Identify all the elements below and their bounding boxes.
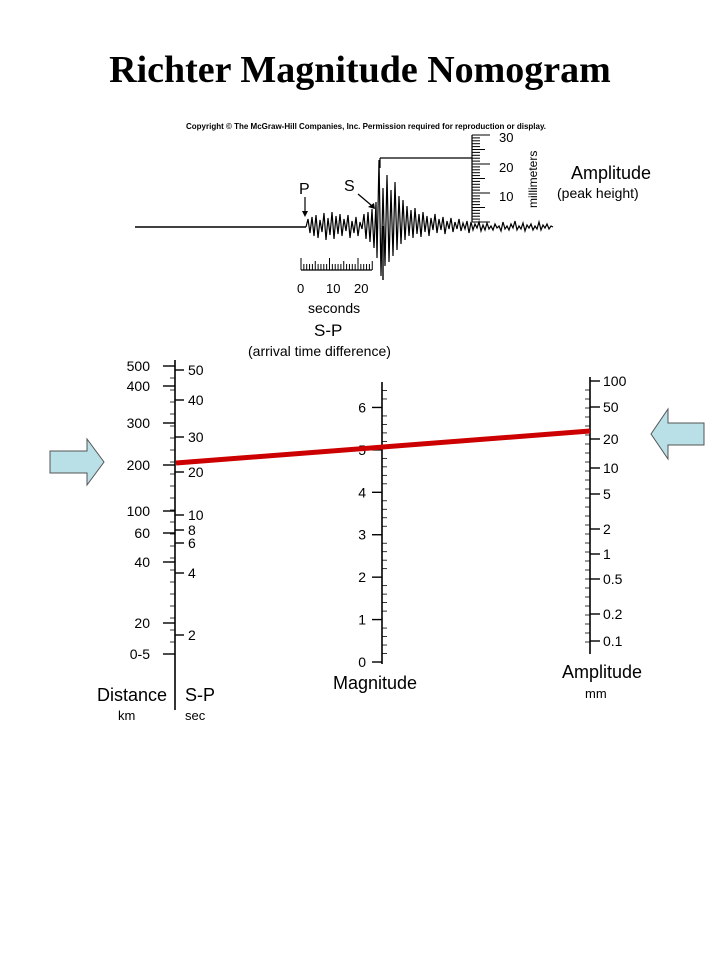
amplitude-tick-label: 20 <box>603 431 619 447</box>
sp-tick-label: 20 <box>188 464 204 480</box>
s-wave-arrow <box>357 193 372 206</box>
amplitude-tick-label: 0.5 <box>603 571 623 587</box>
distance-tick-label: 0-5 <box>130 646 150 662</box>
amplitude-tick-label: 2 <box>603 521 611 537</box>
mm-tick-20: 20 <box>499 160 513 175</box>
amplitude-axis-label: Amplitude <box>562 662 642 682</box>
sp-tick-label: 8 <box>188 522 196 538</box>
magnitude-tick-label: 0 <box>358 654 366 670</box>
magnitude-tick-label: 1 <box>358 612 366 628</box>
right-pointing-arrow-icon <box>49 437 105 487</box>
sp-label: S-P <box>314 321 342 340</box>
amplitude-minor-ticks <box>585 389 590 643</box>
distance-tick-label: 100 <box>127 503 151 519</box>
mm-tick-30: 30 <box>499 130 513 145</box>
copyright-notice: Copyright © The McGraw-Hill Companies, I… <box>186 122 546 131</box>
time-unit-label: seconds <box>308 300 360 316</box>
sp-tick-label: 10 <box>188 507 204 523</box>
sp-tick-label: 6 <box>188 535 196 551</box>
mm-unit-label: millimeters <box>526 151 540 208</box>
sp-axis-unit: sec <box>185 708 206 723</box>
sp-axis-label: S-P <box>185 685 215 705</box>
amplitude-tick-label: 50 <box>603 399 619 415</box>
s-wave-label: S <box>344 178 355 195</box>
distance-tick-label: 40 <box>134 554 150 570</box>
distance-axis-label: Distance <box>97 685 167 705</box>
seismic-trace <box>305 159 554 277</box>
amplitude-tick-label: 5 <box>603 486 611 502</box>
amplitude-tick-label: 0.1 <box>603 633 623 649</box>
magnitude-tick-label: 6 <box>358 399 366 415</box>
distance-tick-label: 300 <box>127 415 151 431</box>
sp-tick-label: 40 <box>188 392 204 408</box>
sp-tick-label: 50 <box>188 362 204 378</box>
magnitude-tick-label: 4 <box>358 484 366 500</box>
s-wave-arrowhead <box>368 203 375 209</box>
magnitude-tick-label: 3 <box>358 527 366 543</box>
time-tick-10: 10 <box>326 281 340 296</box>
distance-tick-label: 500 <box>127 358 151 374</box>
amplitude-tick-label: 1 <box>603 546 611 562</box>
distance-unit: km <box>118 708 135 723</box>
amplitude-title: Amplitude <box>571 163 651 183</box>
left-pointing-arrow-icon <box>650 407 705 461</box>
amplitude-tick-label: 100 <box>603 373 627 389</box>
mm-tick-10: 10 <box>499 189 513 204</box>
sp-tick-label: 4 <box>188 565 196 581</box>
amplitude-ticks: 100 50 20 10 5 2 1 0.5 0.2 0.1 <box>590 373 627 649</box>
amplitude-tick-label: 0.2 <box>603 606 623 622</box>
sp-tick-label: 2 <box>188 627 196 643</box>
amplitude-desc: (peak height) <box>557 185 639 201</box>
page-title: Richter Magnitude Nomogram <box>109 49 611 91</box>
time-tick-0: 0 <box>297 281 304 296</box>
amplitude-axis-unit: mm <box>585 686 607 701</box>
seismogram: P S 30 20 10 millimeters Amplitude (peak… <box>135 130 651 359</box>
amplitude-tick-label: 10 <box>603 460 619 476</box>
distance-tick-label: 200 <box>127 457 151 473</box>
sp-tick-label: 30 <box>188 429 204 445</box>
distance-minor-ticks <box>170 377 175 643</box>
time-tick-20: 20 <box>354 281 368 296</box>
distance-tick-label: 60 <box>134 525 150 541</box>
distance-tick-label: 20 <box>134 615 150 631</box>
p-wave-arrowhead <box>302 211 308 217</box>
distance-tick-label: 400 <box>127 378 151 394</box>
p-wave-label: P <box>299 181 310 198</box>
time-scale-ticks <box>300 258 373 270</box>
magnitude-tick-label: 2 <box>358 569 366 585</box>
mm-scale-ticks <box>472 134 490 223</box>
magnitude-axis-label: Magnitude <box>333 673 417 693</box>
sp-description: (arrival time difference) <box>248 343 391 359</box>
reading-line <box>175 428 591 466</box>
